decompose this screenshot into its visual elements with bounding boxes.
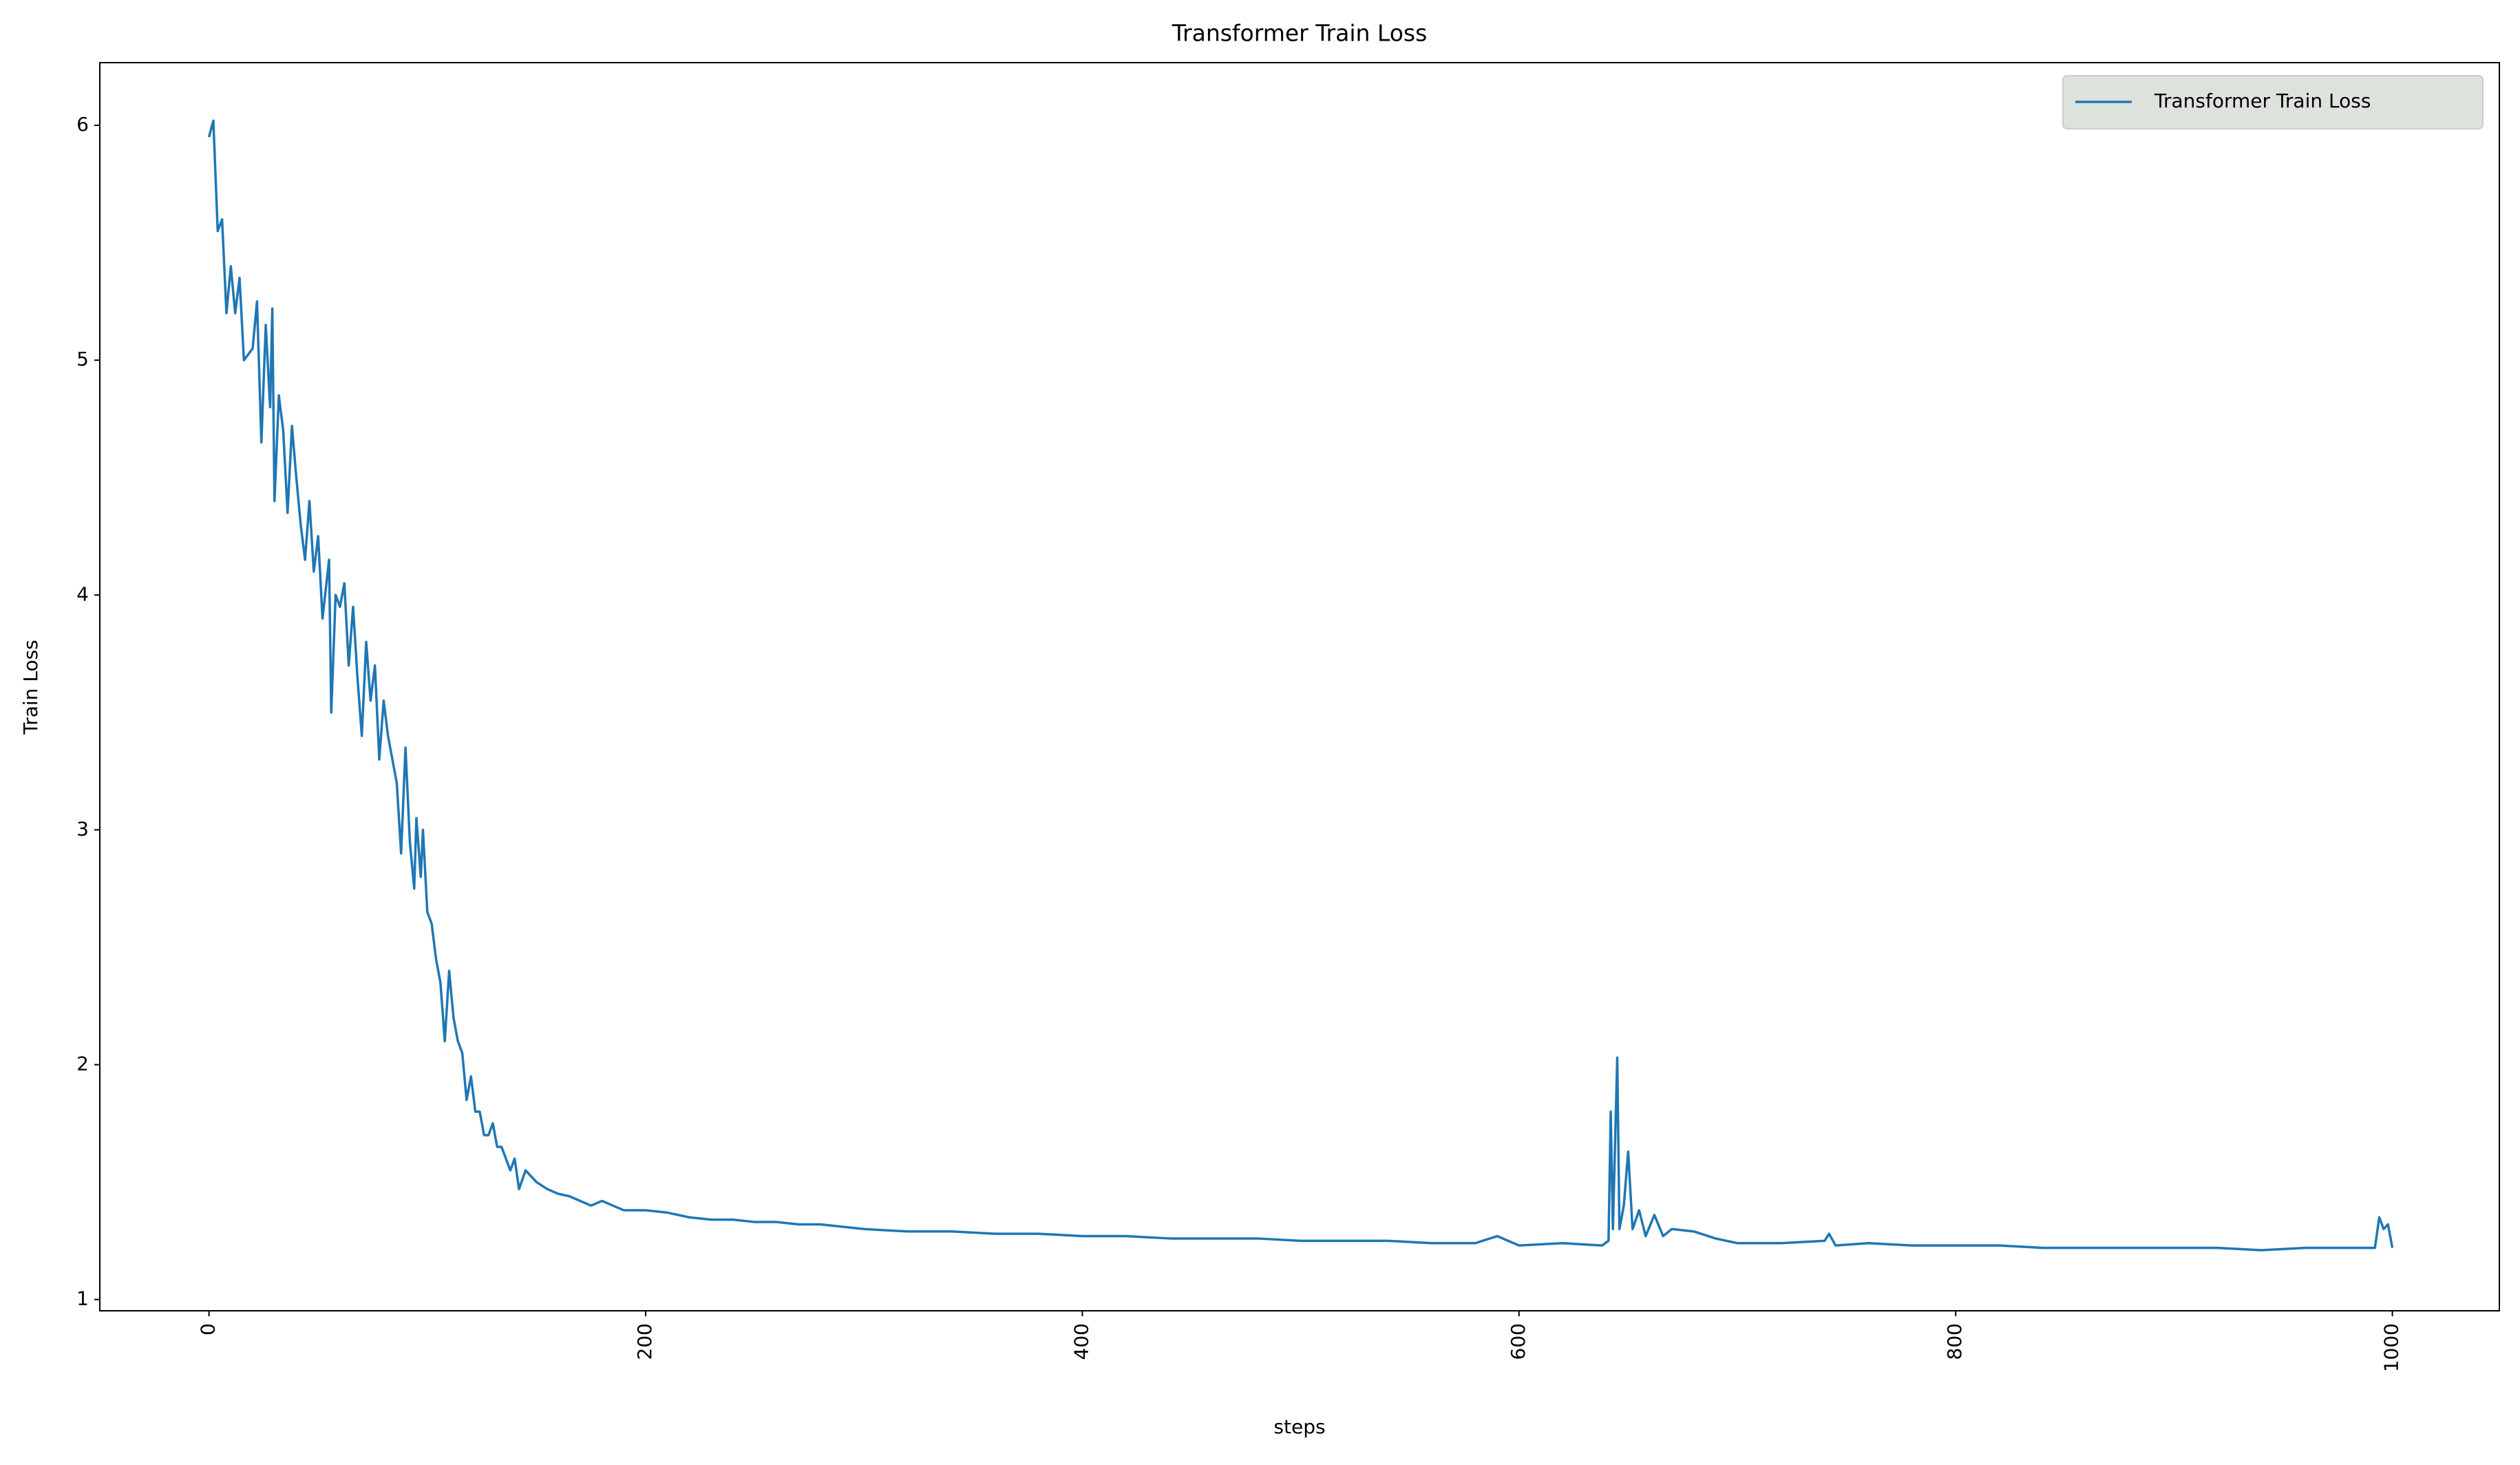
x-tick-label: 200 bbox=[633, 1323, 656, 1360]
y-tick-label: 5 bbox=[76, 348, 89, 370]
y-tick-label: 3 bbox=[76, 817, 89, 840]
y-tick-label: 1 bbox=[76, 1287, 89, 1310]
legend-label: Transformer Train Loss bbox=[2154, 89, 2371, 112]
x-tick-label: 800 bbox=[1943, 1323, 1966, 1360]
y-axis-label: Train Loss bbox=[19, 640, 42, 735]
legend-box bbox=[2062, 75, 2484, 129]
x-axis-label: steps bbox=[1273, 1415, 1325, 1438]
y-tick-label: 4 bbox=[76, 582, 89, 605]
x-tick-label: 400 bbox=[1070, 1323, 1092, 1360]
y-tick-label: 2 bbox=[76, 1053, 89, 1075]
x-tick-label: 600 bbox=[1507, 1323, 1529, 1360]
x-tick-label: 1000 bbox=[2380, 1323, 2403, 1372]
data-line bbox=[207, 119, 2394, 1252]
chart-title: Transformer Train Loss bbox=[1172, 20, 1428, 47]
x-tick-label: 0 bbox=[197, 1323, 220, 1336]
plot-frame bbox=[99, 62, 2500, 1311]
y-tick-label: 6 bbox=[76, 113, 89, 136]
legend: Transformer Train Loss bbox=[2062, 75, 2484, 129]
